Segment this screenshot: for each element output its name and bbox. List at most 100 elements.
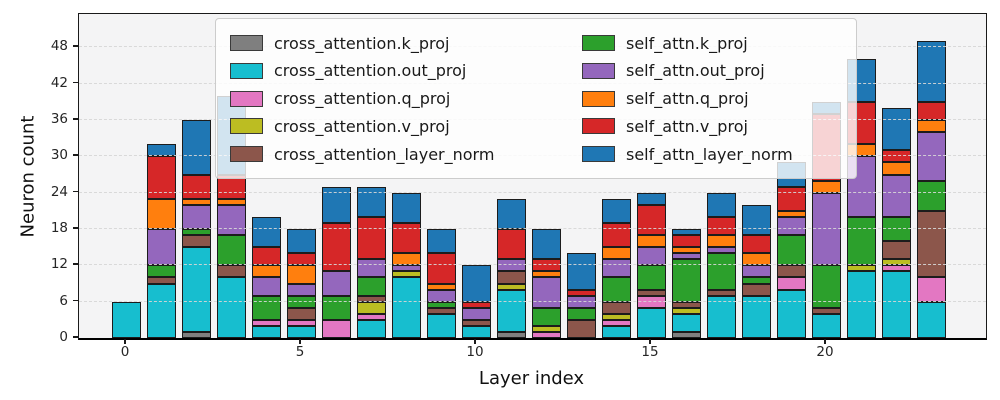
bar-segment-cross_attention.out_proj [671, 313, 701, 332]
bar-segment-self_attn.out_proj [671, 253, 701, 260]
bar-segment-cross_attention.v_proj [391, 271, 421, 278]
bar-segment-cross_attention.v_proj [671, 307, 701, 314]
bar-segment-cross_attention.out_proj [146, 283, 176, 338]
bar-segment-cross_attention.out_proj [741, 295, 771, 338]
legend-swatch-icon [230, 35, 263, 51]
bar-segment-cross_attention.out_proj [391, 277, 421, 338]
bar-layer-7 [356, 186, 386, 338]
x-tick-label: 5 [295, 344, 305, 360]
y-tick-mark [73, 45, 78, 47]
y-tick-label: 36 [50, 110, 68, 127]
bar-segment-cross_attention.out_proj [216, 277, 246, 338]
bar-segment-self_attn.out_proj [531, 277, 561, 308]
bar-segment-self_attn.out_proj [881, 174, 911, 217]
bar-layer-0 [111, 301, 141, 338]
bar-segment-cross_attention.q_proj [251, 319, 281, 326]
bar-segment-self_attn.k_proj [846, 216, 876, 266]
bar-segment-cross_attention.v_proj [356, 301, 386, 314]
y-tick-label: 24 [50, 183, 68, 200]
bar-segment-self_attn.out_proj [601, 259, 631, 278]
bar-layer-21 [846, 59, 876, 338]
bar-segment-self_attn.out_proj [706, 247, 736, 254]
bar-segment-cross_attention_layer_norm [776, 265, 806, 278]
y-tick-label: 30 [50, 147, 68, 164]
legend-swatch-icon [582, 90, 615, 107]
bar-segment-cross_attention_layer_norm [461, 319, 491, 326]
bar-segment-self_attn.q_proj [146, 198, 176, 230]
bar-layer-18 [741, 204, 771, 338]
bar-segment-cross_attention_layer_norm [916, 210, 946, 278]
bar-segment-self_attn_layer_norm [286, 229, 316, 254]
bar-segment-self_attn_layer_norm [496, 198, 526, 230]
legend-label: cross_attention.v_proj [274, 116, 450, 136]
bar-segment-self_attn.q_proj [601, 247, 631, 260]
bar-segment-self_attn.v_proj [706, 216, 736, 236]
bar-segment-self_attn_layer_norm [321, 186, 351, 223]
legend-label: cross_attention.q_proj [274, 89, 451, 108]
legend-swatch-icon [230, 118, 263, 135]
bar-segment-cross_attention.out_proj [916, 301, 946, 338]
bar-segment-self_attn.out_proj [391, 265, 421, 272]
bar-segment-self_attn.k_proj [426, 301, 456, 308]
bar-segment-cross_attention.k_proj [496, 331, 526, 338]
bar-segment-cross_attention.q_proj [286, 319, 316, 326]
bar-segment-self_attn.v_proj [461, 301, 491, 308]
bar-segment-self_attn.v_proj [181, 174, 211, 199]
legend-swatch-icon [582, 118, 615, 135]
bar-segment-cross_attention_layer_norm [741, 283, 771, 296]
bar-segment-self_attn_layer_norm [741, 204, 771, 236]
bar-layer-10 [461, 265, 491, 338]
bar-segment-cross_attention_layer_norm [146, 277, 176, 284]
bar-segment-cross_attention_layer_norm [496, 271, 526, 284]
bar-segment-self_attn.v_proj [356, 216, 386, 260]
bar-segment-self_attn.q_proj [216, 198, 246, 205]
bar-segment-cross_attention.out_proj [601, 325, 631, 338]
x-tick-mark [299, 339, 301, 344]
bar-segment-cross_attention.out_proj [251, 325, 281, 338]
bar-segment-self_attn.out_proj [251, 277, 281, 296]
x-tick-mark [649, 339, 651, 344]
bar-segment-self_attn.out_proj [321, 271, 351, 296]
bar-segment-cross_attention.out_proj [496, 289, 526, 332]
bar-segment-self_attn.v_proj [636, 204, 666, 236]
bar-layer-5 [286, 229, 316, 338]
bar-segment-cross_attention_layer_norm [426, 307, 456, 314]
bar-segment-self_attn.k_proj [216, 235, 246, 266]
x-tick-mark [124, 339, 126, 344]
bar-segment-cross_attention_layer_norm [601, 301, 631, 314]
bar-segment-self_attn.out_proj [741, 265, 771, 278]
bar-layer-13 [566, 253, 596, 338]
legend-item-cross_attention.v_proj: cross_attention.v_proj [230, 113, 582, 139]
bar-segment-cross_attention.v_proj [601, 313, 631, 320]
y-tick-mark [73, 263, 78, 265]
bar-segment-self_attn.out_proj [916, 132, 946, 181]
legend-swatch-icon [230, 90, 263, 107]
bar-segment-cross_attention.q_proj [776, 277, 806, 290]
bar-segment-cross_attention.out_proj [426, 313, 456, 338]
bar-layer-17 [706, 192, 736, 338]
bar-segment-self_attn_layer_norm [706, 192, 736, 217]
legend-item-cross_attention.k_proj: cross_attention.k_proj [230, 30, 582, 56]
bar-segment-self_attn.v_proj [741, 235, 771, 254]
bar-segment-self_attn.out_proj [566, 295, 596, 308]
bar-layer-9 [426, 229, 456, 338]
y-tick-mark [73, 81, 78, 84]
legend-column-1: cross_attention.k_proj cross_attention.ou… [230, 30, 582, 167]
bar-segment-cross_attention.k_proj [181, 331, 211, 338]
bar-segment-cross_attention_layer_norm [881, 241, 911, 260]
bar-segment-self_attn.out_proj [216, 204, 246, 236]
bar-segment-self_attn.out_proj [776, 216, 806, 236]
bar-segment-self_attn_layer_norm [391, 192, 421, 223]
bar-segment-cross_attention_layer_norm [566, 319, 596, 338]
bar-segment-self_attn_layer_norm [881, 107, 911, 151]
y-tick-label: 0 [59, 329, 68, 345]
bar-segment-self_attn.k_proj [881, 216, 911, 242]
x-tick-label: 10 [466, 344, 484, 360]
legend-label: cross_attention.k_proj [274, 33, 450, 53]
bar-segment-self_attn.out_proj [496, 259, 526, 272]
bar-segment-cross_attention.q_proj [916, 277, 946, 302]
bar-segment-cross_attention.out_proj [181, 247, 211, 332]
bar-segment-cross_attention.out_proj [461, 325, 491, 338]
bar-segment-self_attn.k_proj [181, 229, 211, 236]
